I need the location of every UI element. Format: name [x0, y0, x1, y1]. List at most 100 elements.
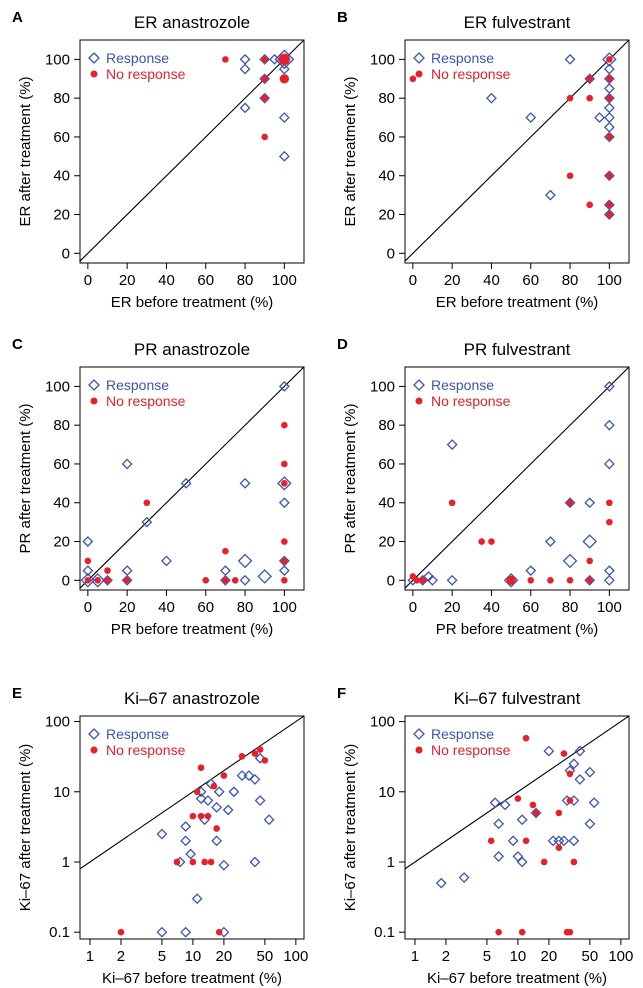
legend-no-response-label: No response — [106, 393, 186, 409]
response-point — [213, 786, 225, 798]
response-point — [512, 851, 524, 862]
y-tick-label: 0.1 — [49, 924, 70, 941]
x-tick-label: 100 — [608, 948, 633, 965]
plot-frame — [404, 39, 630, 264]
panel-title: PR fulvestrant — [464, 340, 571, 359]
y-tick-label: 40 — [53, 495, 70, 512]
no-response-point — [94, 577, 101, 584]
panel-c: 0 20 40 60 80 100 0 20 40 60 80 100 PR anastrozole C P… — [12, 336, 305, 638]
legend-no-response-symbol — [415, 70, 423, 78]
no-response-point — [555, 809, 563, 817]
x-tick-label: 100 — [272, 599, 297, 616]
x-tick-label: 20 — [444, 599, 461, 616]
legend-response-label: Response — [431, 50, 494, 66]
no-response-point — [606, 499, 613, 507]
response-point — [516, 814, 528, 826]
y-axis-label: ER after treatment (%) — [342, 76, 359, 226]
no-response-point — [123, 577, 131, 584]
response-point — [564, 497, 576, 509]
x-tick-label: 80 — [562, 599, 579, 616]
response-point — [543, 745, 555, 757]
legend-no-response-label: No response — [106, 66, 186, 82]
no-response-point — [104, 567, 111, 574]
x-tick-label: 20 — [541, 948, 558, 965]
no-response-point — [532, 809, 540, 817]
x-axis-label: ER before treatment (%) — [111, 294, 274, 311]
legend-response-label: Response — [431, 726, 494, 742]
y-tick-label: 20 — [378, 207, 395, 224]
x-tick-label: 2 — [117, 948, 125, 965]
response-point — [161, 555, 172, 567]
response-point — [202, 795, 214, 806]
response-point — [219, 565, 231, 577]
response-point — [516, 856, 528, 868]
y-tick-label: 0 — [62, 572, 70, 589]
y-tick-label: 20 — [53, 207, 70, 224]
y-tick-label: 60 — [53, 456, 70, 473]
response-point — [507, 835, 519, 847]
y-axis-label: PR after treatment (%) — [342, 403, 359, 553]
no-response-point — [560, 750, 568, 757]
response-point — [584, 73, 596, 85]
panel-letter: F — [337, 685, 346, 702]
no-response-point — [566, 94, 574, 102]
response-point — [503, 573, 519, 588]
response-point — [121, 565, 133, 577]
no-response-point — [606, 75, 613, 83]
no-response-point — [586, 577, 594, 584]
no-response-point — [547, 577, 554, 584]
no-response-point — [527, 577, 535, 584]
response-point — [584, 818, 596, 830]
y-tick-label: 100 — [370, 714, 395, 731]
response-point — [603, 83, 615, 94]
no-response-point — [529, 801, 537, 809]
response-point — [180, 821, 192, 832]
no-response-point — [197, 764, 205, 772]
y-tick-label: 10 — [378, 784, 395, 801]
response-point — [574, 773, 586, 785]
response-point — [435, 877, 447, 889]
no-response-point — [586, 75, 594, 83]
no-response-point — [278, 53, 291, 66]
response-point — [603, 209, 615, 220]
legend-no-response-label: No response — [431, 393, 511, 409]
response-point — [602, 52, 617, 67]
response-point — [257, 569, 272, 584]
no-response-point — [215, 928, 223, 936]
panel-title: ER fulvestrant — [464, 13, 571, 32]
response-point — [278, 150, 290, 162]
x-tick-label: 0 — [409, 599, 417, 616]
response-point — [547, 835, 559, 847]
no-response-point — [222, 547, 229, 555]
identity-line — [405, 367, 629, 589]
no-response-point — [478, 538, 485, 545]
no-response-point — [256, 746, 264, 753]
response-point — [486, 92, 497, 104]
no-response-point — [189, 858, 197, 866]
legend-no-response-symbol — [90, 746, 98, 754]
x-tick-label: 100 — [272, 272, 297, 289]
response-point — [90, 573, 105, 588]
legend-response-symbol — [88, 379, 100, 391]
y-tick-label: 10 — [53, 784, 70, 801]
response-point — [191, 893, 203, 905]
no-response-point — [210, 782, 218, 790]
no-response-point — [409, 75, 417, 83]
data-points — [117, 746, 275, 938]
response-point — [259, 73, 271, 85]
panel-d: 0 20 40 60 80 100 0 20 40 60 80 100 PR fulvestrant D P… — [337, 336, 630, 638]
response-point — [603, 170, 615, 182]
no-response-point — [281, 460, 288, 468]
x-tick-label: 40 — [158, 599, 175, 616]
y-tick-label: 80 — [378, 90, 395, 107]
panel-title: Ki–67 fulvestrant — [454, 689, 581, 708]
no-response-point — [189, 812, 197, 820]
y-tick-label: 0 — [387, 572, 395, 589]
response-point — [603, 419, 615, 431]
no-response-point — [231, 577, 239, 584]
response-point — [584, 497, 596, 509]
y-tick-label: 20 — [53, 534, 70, 551]
x-tick-label: 100 — [597, 599, 622, 616]
response-point — [278, 112, 290, 123]
